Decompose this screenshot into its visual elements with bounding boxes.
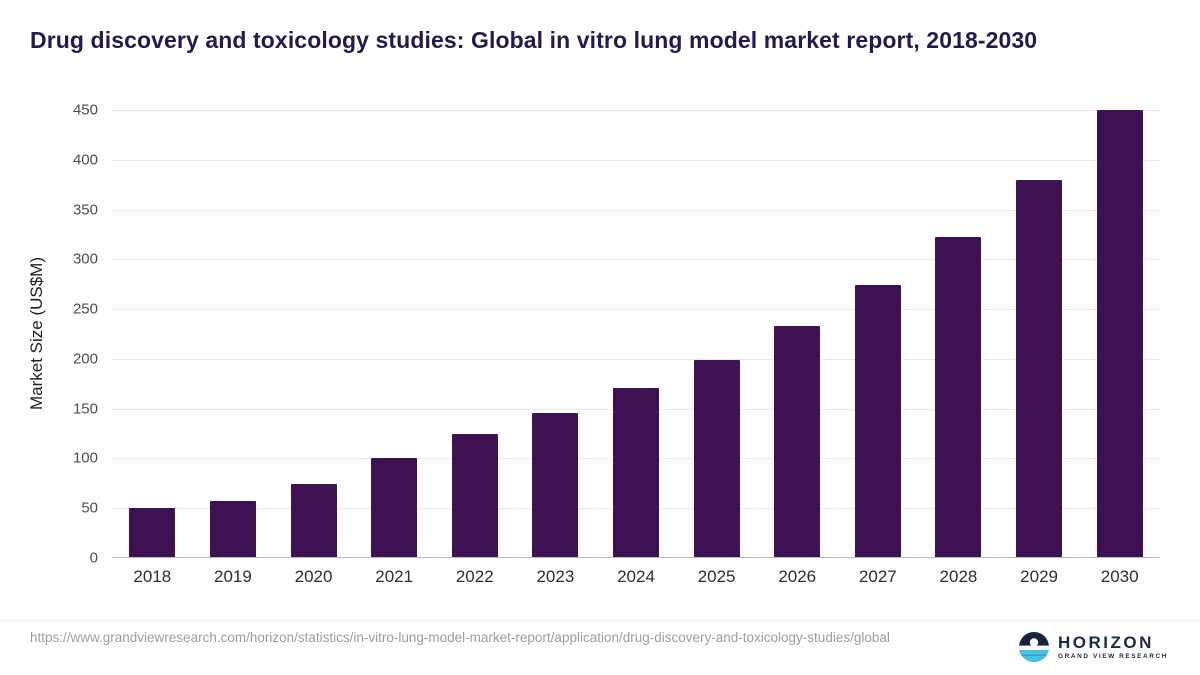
bar-2023 [532, 412, 579, 557]
x-tick-label: 2028 [939, 567, 978, 586]
source-url[interactable]: https://www.grandviewresearch.com/horizo… [30, 630, 890, 645]
gridline [112, 309, 1160, 311]
x-tick-label: 2030 [1100, 567, 1139, 586]
bar-2020 [290, 484, 337, 557]
gridline [112, 358, 1160, 360]
x-tick-label: 2019 [214, 567, 252, 586]
horizon-logo[interactable]: HORIZON GRAND VIEW RESEARCH [1019, 632, 1168, 662]
footer: https://www.grandviewresearch.com/horizo… [0, 620, 1200, 675]
horizon-logo-icon [1019, 632, 1050, 662]
horizon-logo-text: HORIZON GRAND VIEW RESEARCH [1058, 634, 1168, 661]
y-axis-ticks: 0 50 100 150 200 250 300 350 400 450 [0, 102, 98, 567]
gridline [112, 209, 1160, 211]
x-tick-label: 2023 [536, 567, 575, 586]
y-tick-label: 100 [72, 449, 98, 467]
bar-2019 [209, 501, 256, 557]
bar-2022 [451, 433, 498, 557]
bar-2030 [1096, 110, 1143, 557]
bar-2028 [935, 237, 982, 557]
y-tick-label: 350 [72, 201, 98, 219]
bar-2018 [129, 508, 176, 557]
x-tick-label: 2020 [294, 567, 333, 586]
bar-2025 [693, 359, 740, 557]
y-tick-label: 0 [89, 549, 98, 567]
x-tick-label: 2018 [133, 567, 172, 586]
y-tick-label: 200 [72, 350, 98, 368]
y-tick-label: 400 [72, 151, 98, 169]
y-tick-label: 50 [81, 499, 98, 517]
x-tick-label: 2029 [1020, 567, 1058, 586]
horizon-logo-title: HORIZON [1058, 632, 1154, 652]
chart-title: Drug discovery and toxicology studies: G… [30, 27, 1038, 53]
gridline [112, 259, 1160, 261]
y-tick-label: 300 [72, 250, 98, 268]
bar-2029 [1016, 179, 1063, 557]
y-tick-label: 250 [72, 300, 98, 318]
y-tick-label: 450 [72, 101, 98, 119]
x-tick-label: 2025 [697, 567, 736, 586]
x-tick-label: 2024 [617, 567, 655, 586]
x-tick-label: 2026 [778, 567, 817, 586]
bar-2027 [854, 285, 901, 557]
plot-area [112, 110, 1160, 558]
bar-2024 [613, 387, 659, 557]
x-axis-ticks: 2018 2019 2020 2021 2022 2023 2024 2025 2026 2027… [112, 567, 1160, 591]
x-tick-label: 2022 [455, 567, 494, 586]
y-tick-label: 150 [72, 400, 98, 418]
horizon-logo-subtitle: GRAND VIEW RESEARCH [1058, 652, 1168, 660]
x-tick-label: 2021 [375, 567, 414, 586]
bar-2026 [774, 326, 821, 557]
x-tick-label: 2027 [858, 567, 897, 586]
gridline [112, 159, 1160, 161]
bar-2021 [371, 458, 418, 557]
gridline [112, 110, 1160, 111]
